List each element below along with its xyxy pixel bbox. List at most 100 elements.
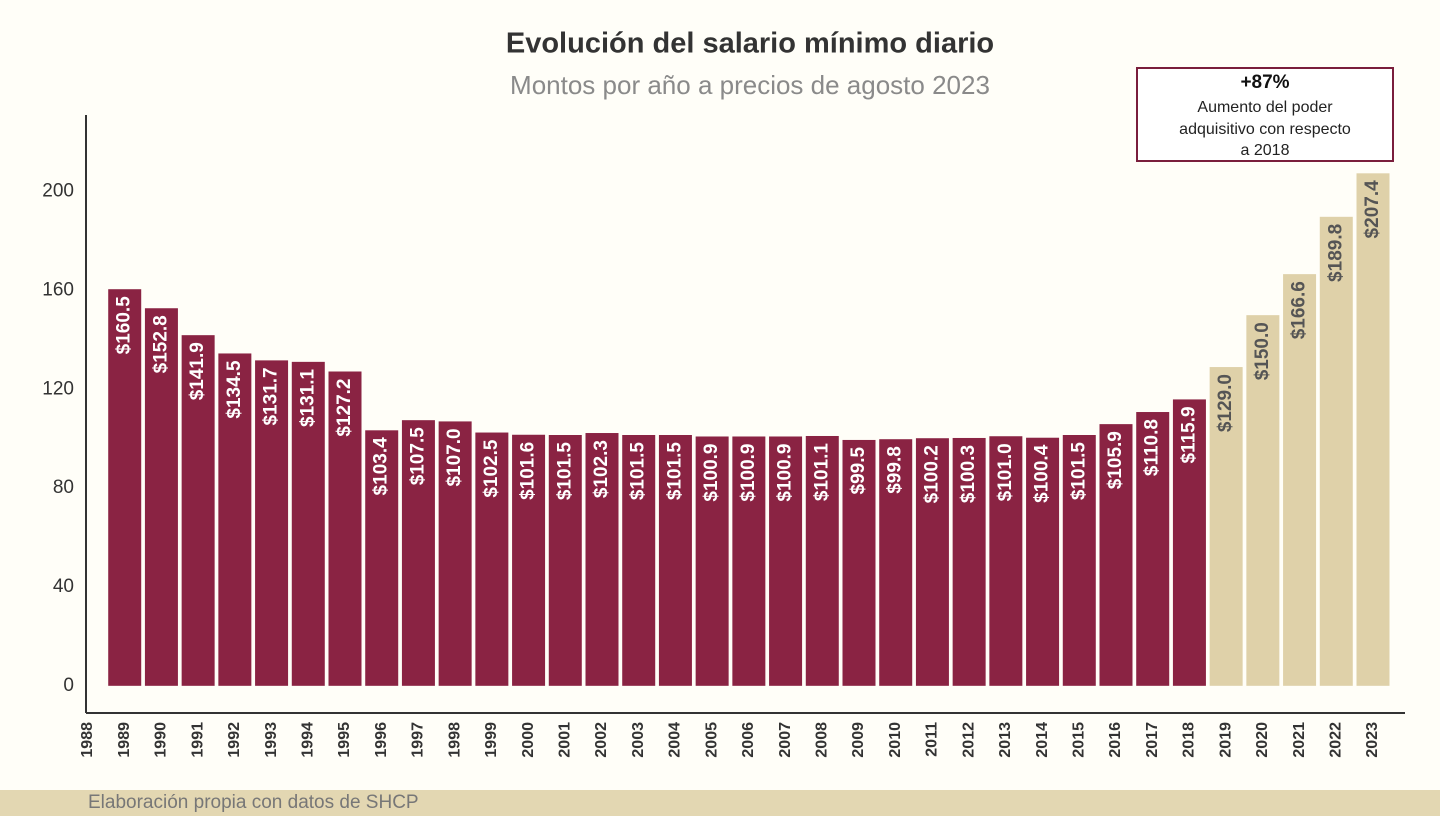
value-label: $107.5 — [407, 427, 428, 486]
bar — [1172, 399, 1206, 686]
value-label: $101.6 — [518, 442, 539, 500]
value-label: $103.4 — [371, 437, 392, 496]
bar — [1283, 274, 1317, 686]
value-label: $101.5 — [664, 442, 685, 501]
y-tick-label: 0 — [63, 675, 74, 696]
value-label: $101.1 — [811, 443, 832, 502]
annotation-text: a 2018 — [1241, 142, 1290, 159]
x-tick-label: 1991 — [189, 722, 206, 758]
x-tick-label: 2000 — [520, 722, 537, 758]
value-label: $100.9 — [738, 443, 759, 501]
bar — [512, 434, 546, 686]
x-tick-label: 1995 — [336, 722, 353, 758]
chart-subtitle: Montos por año a precios de agosto 2023 — [510, 70, 990, 100]
x-tick-label: 2017 — [1144, 722, 1161, 758]
x-tick-label: 1998 — [446, 722, 463, 758]
value-label: $107.0 — [444, 428, 465, 486]
x-tick-label: 1990 — [153, 722, 170, 758]
bar — [879, 439, 913, 686]
value-label: $102.5 — [481, 439, 502, 498]
bar — [842, 439, 876, 686]
value-label: $166.6 — [1289, 281, 1310, 339]
bar — [1209, 367, 1243, 686]
annotation-text: Aumento del poder — [1197, 99, 1333, 116]
bar — [805, 435, 839, 686]
x-tick-label: 2016 — [1107, 722, 1124, 758]
x-tick-label: 2003 — [630, 722, 647, 758]
x-tick-label: 2009 — [850, 722, 867, 758]
value-label: $141.9 — [187, 342, 208, 400]
x-tick-label: 1988 — [79, 722, 96, 758]
x-tick-label: 1999 — [483, 722, 500, 758]
bar — [365, 430, 399, 686]
bar — [144, 308, 178, 686]
value-label: $189.8 — [1325, 224, 1346, 282]
x-tick-label: 2007 — [777, 722, 794, 758]
bar — [695, 436, 729, 686]
bar — [255, 360, 289, 686]
value-label: $110.8 — [1142, 419, 1163, 476]
bar — [1099, 424, 1133, 686]
y-tick-label: 200 — [42, 181, 74, 202]
x-tick-label: 2018 — [1181, 722, 1198, 758]
bar — [1246, 315, 1280, 686]
value-label: $101.5 — [628, 442, 649, 501]
bar — [401, 420, 435, 686]
x-tick-label: 2022 — [1328, 722, 1345, 758]
x-tick-label: 2010 — [887, 722, 904, 758]
value-label: $105.9 — [1105, 431, 1126, 489]
value-label: $102.3 — [591, 440, 612, 498]
x-tick-label: 2020 — [1254, 722, 1271, 758]
y-tick-label: 40 — [53, 576, 74, 597]
value-label: $160.5 — [114, 296, 135, 355]
x-tick-label: 1992 — [226, 722, 243, 758]
value-label: $207.4 — [1362, 180, 1383, 239]
value-label: $99.8 — [885, 446, 906, 494]
bar — [1356, 173, 1390, 686]
bar — [438, 421, 472, 686]
bar — [989, 436, 1023, 686]
bar — [915, 438, 949, 686]
y-tick-label: 120 — [42, 378, 74, 399]
bar — [328, 371, 362, 686]
bar — [622, 435, 656, 686]
value-label: $150.0 — [1252, 322, 1273, 380]
x-tick-label: 1996 — [373, 722, 390, 758]
value-label: $115.9 — [1178, 406, 1199, 463]
bar — [218, 353, 252, 686]
bar — [732, 436, 766, 686]
y-tick-label: 160 — [42, 279, 74, 300]
x-tick-label: 2019 — [1217, 722, 1234, 758]
bar — [769, 436, 803, 686]
value-label: $100.2 — [921, 445, 942, 503]
value-label: $100.9 — [775, 443, 796, 501]
bar — [1136, 412, 1170, 686]
bar — [291, 361, 325, 686]
x-tick-label: 2001 — [557, 722, 574, 758]
bar — [548, 435, 582, 686]
bar — [1319, 216, 1353, 686]
x-tick-label: 2015 — [1071, 722, 1088, 758]
source-band — [0, 790, 1440, 816]
value-label: $100.3 — [958, 445, 979, 503]
value-label: $134.5 — [224, 360, 245, 419]
value-label: $152.8 — [150, 315, 171, 373]
source-note: Elaboración propia con datos de SHCP — [88, 792, 419, 813]
value-label: $131.7 — [261, 367, 282, 425]
x-tick-label: 2002 — [593, 722, 610, 758]
value-label: $131.1 — [297, 368, 318, 427]
x-tick-label: 2004 — [667, 722, 684, 758]
x-tick-label: 1994 — [300, 722, 317, 758]
x-tick-label: 2014 — [1034, 722, 1051, 758]
bar — [108, 289, 142, 686]
annotation-headline: +87% — [1240, 72, 1289, 93]
value-label: $127.2 — [334, 378, 355, 436]
value-label: $101.0 — [995, 443, 1016, 501]
value-label: $100.9 — [701, 443, 722, 501]
value-label: $99.5 — [848, 447, 869, 495]
bar — [1062, 435, 1096, 686]
chart-title: Evolución del salario mínimo diario — [506, 28, 994, 60]
x-tick-label: 2013 — [997, 722, 1014, 758]
bar — [658, 435, 692, 686]
